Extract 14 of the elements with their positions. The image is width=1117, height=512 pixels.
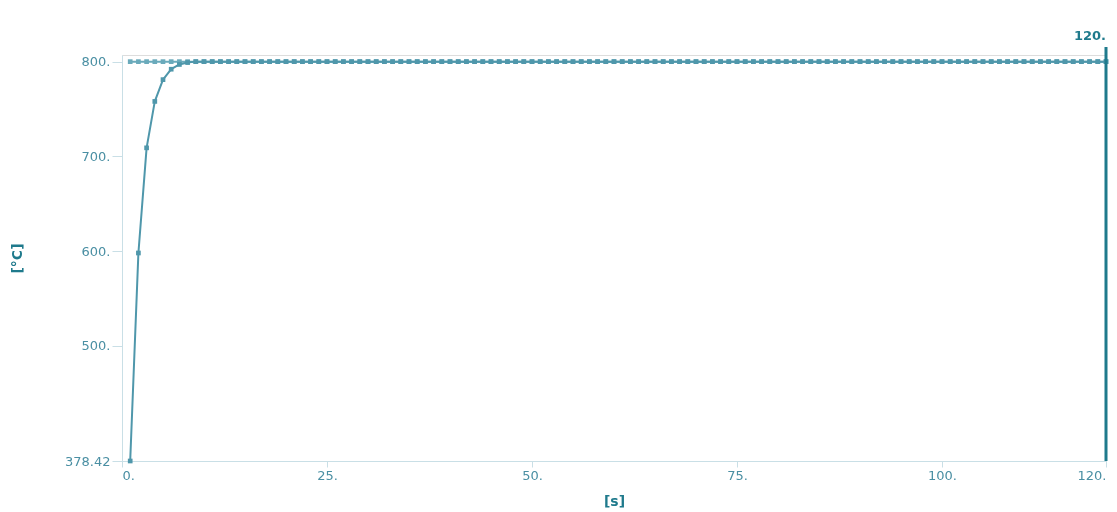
x-tick-label: 0.: [122, 467, 135, 483]
y-tick-label: 600.: [81, 243, 111, 259]
x-tick-label: 75.: [727, 467, 748, 483]
y-tick-label: 500.: [81, 338, 111, 354]
x-axis-title: [s]: [603, 492, 626, 509]
ref-line-label: 120.: [1073, 28, 1106, 43]
y-tick-label: 378.42: [65, 453, 111, 469]
y-tick-label: 800.: [81, 54, 111, 70]
x-tick-label: 100.: [928, 467, 957, 483]
x-tick-label: 50.: [522, 467, 543, 483]
y-tick-label: 700.: [81, 148, 111, 164]
y-axis-title: [°C]: [9, 243, 26, 274]
x-tick-label: 25.: [317, 467, 338, 483]
x-tick-label: 120.: [1077, 467, 1107, 483]
